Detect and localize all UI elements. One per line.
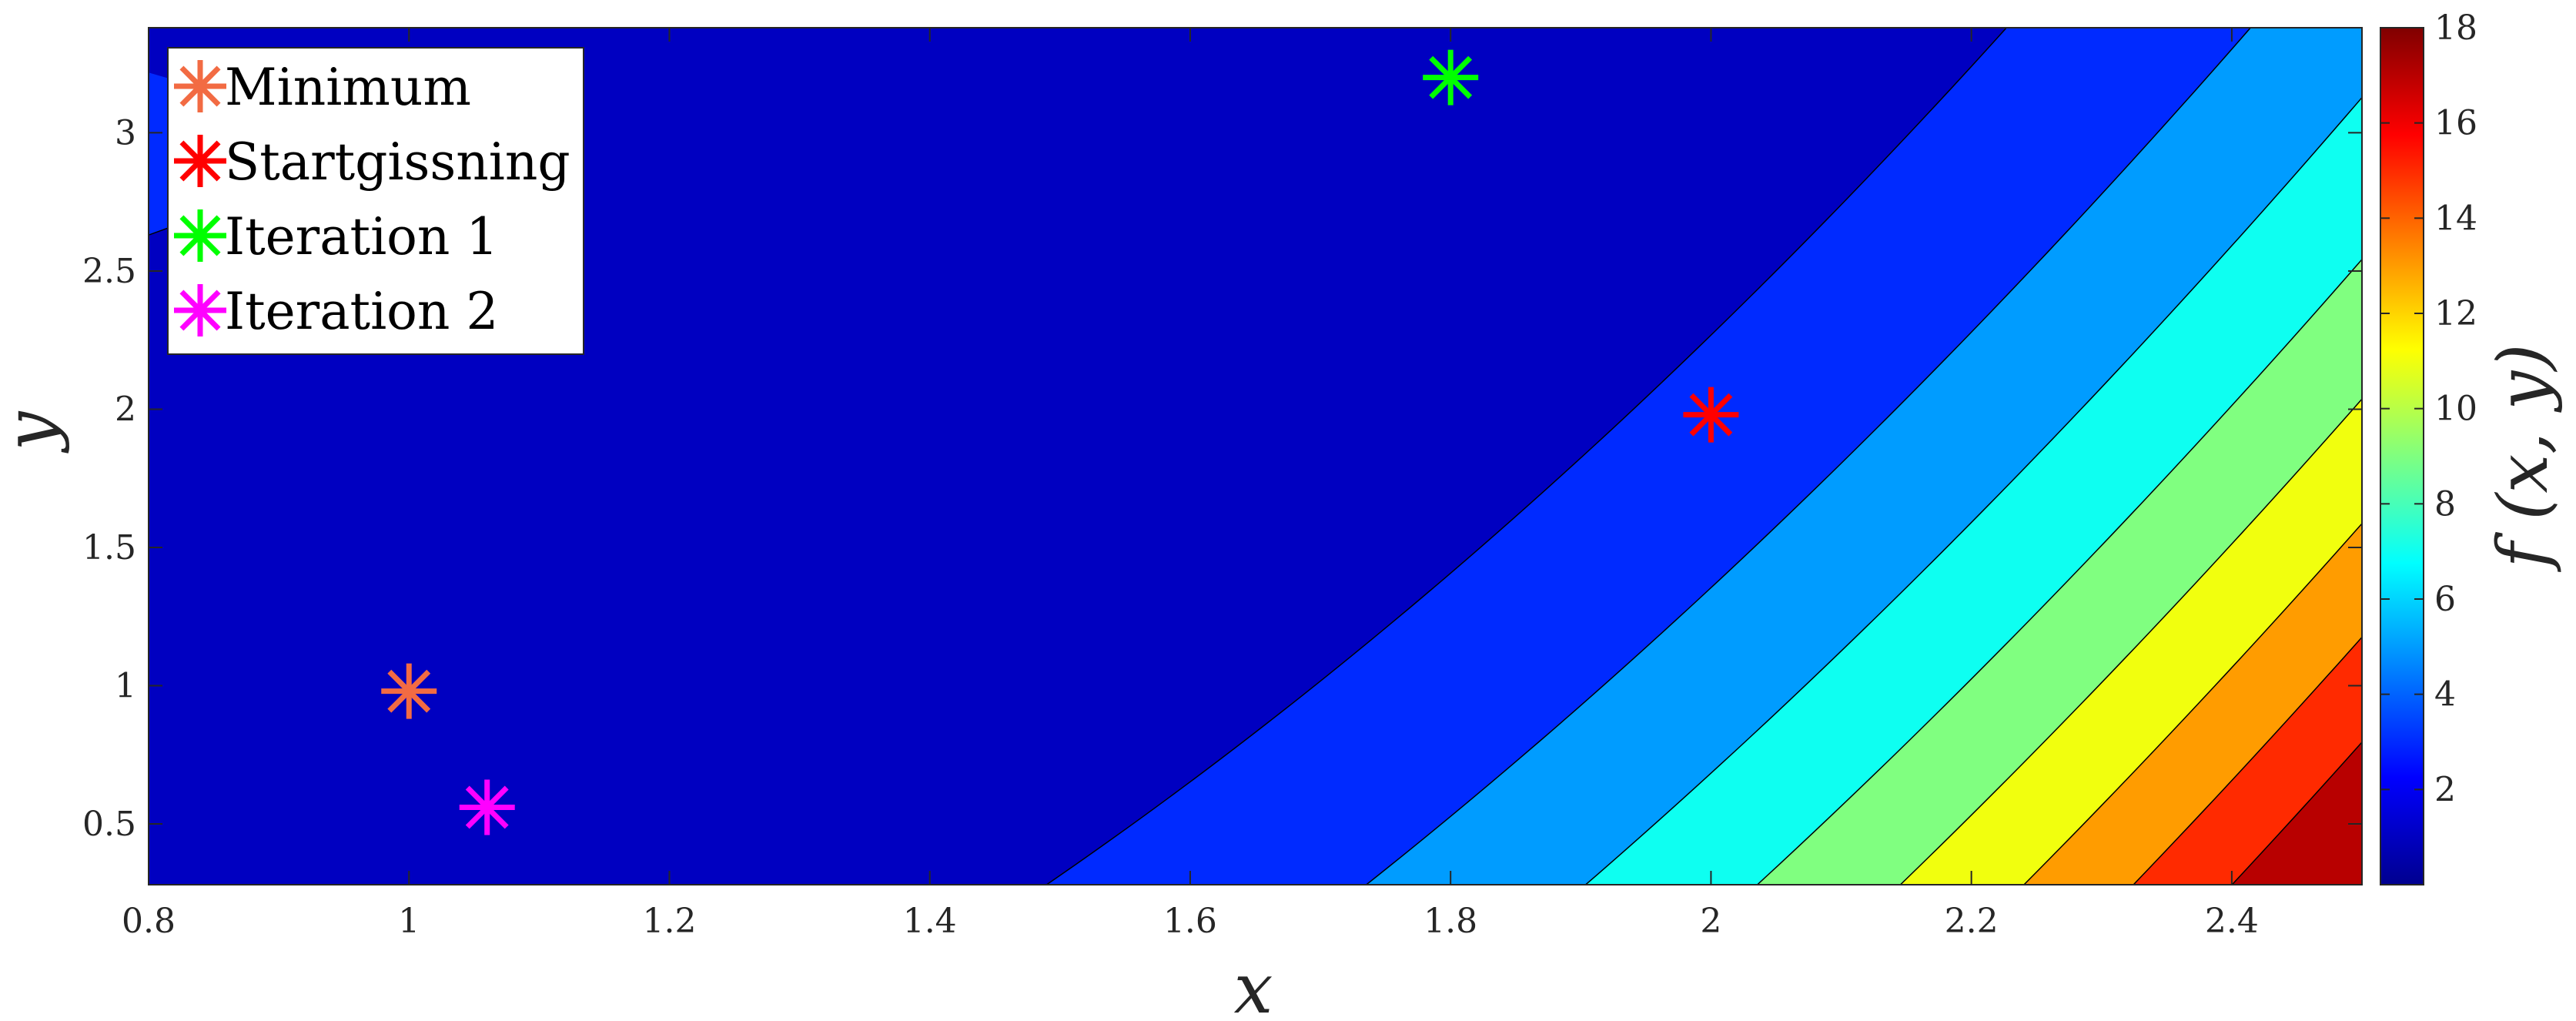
- x-tick-label: 2.2: [1945, 902, 1999, 941]
- data-point-marker: [381, 663, 437, 719]
- contour-line: [1757, 258, 2362, 885]
- contour-line: [1045, 28, 2007, 885]
- contour-line: [1585, 96, 2362, 885]
- legend-marker: [174, 209, 226, 262]
- colorbar-tick-label: 14: [2434, 199, 2477, 238]
- colorbar-tick-label: 4: [2434, 675, 2456, 715]
- y-tick-label: 3: [115, 113, 136, 152]
- x-tick-label: 2.4: [2205, 902, 2259, 941]
- legend-marker: [174, 60, 226, 112]
- x-tick-label: 1.2: [642, 902, 696, 941]
- legend-box: [167, 47, 584, 355]
- data-point-marker: [1423, 49, 1479, 105]
- colorbar-tick-label: 6: [2434, 580, 2456, 619]
- x-tick-label: 1.6: [1163, 902, 1217, 941]
- scatter-markers: [381, 49, 1739, 835]
- x-tick-label: 1.4: [903, 902, 957, 941]
- data-point-marker: [1683, 387, 1739, 443]
- plot-frame: [148, 27, 2363, 885]
- y-axis-label: y: [0, 410, 71, 454]
- y-tick-label: 2: [115, 390, 136, 429]
- legend-marker: [174, 135, 226, 187]
- x-tick-label: 1: [398, 902, 420, 941]
- colorbar-tick-label: 10: [2434, 390, 2477, 429]
- legend-label: Startgissning: [225, 132, 570, 192]
- colorbar-tick-label: 8: [2434, 484, 2456, 524]
- y-tick-label: 1: [115, 666, 136, 705]
- contour-line: [2023, 522, 2362, 885]
- legend: Minimum Startgissning Iteration 1 Iteration…: [167, 47, 584, 355]
- data-point-marker: [459, 779, 515, 835]
- colorbar-tick-label: 2: [2434, 770, 2456, 809]
- legend-marker: [174, 284, 226, 336]
- x-tick-label: 1.8: [1423, 902, 1477, 941]
- legend-label: Minimum: [225, 58, 471, 117]
- colorbar-tick-label: 18: [2434, 8, 2477, 48]
- y-tick-label: 1.5: [82, 528, 136, 567]
- colorbar-tick-label: 12: [2434, 294, 2477, 333]
- y-tick-label: 0.5: [82, 805, 136, 844]
- colorbar-tick-label: 16: [2434, 104, 2477, 143]
- contour-line: [1899, 398, 2362, 885]
- colorbar-label: f (x, y): [2483, 344, 2564, 573]
- x-axis-label: x: [1234, 949, 1273, 1021]
- legend-label: Iteration 1: [225, 207, 498, 266]
- colorbar-gradient: [2380, 27, 2424, 885]
- colorbar: 2 4 6 8 10 12 14 16 18 f (x, y): [2380, 8, 2564, 885]
- x-axis: 0.8 1 1.2 1.4 1.6 1.8 2 2.2 2.4: [122, 28, 2259, 941]
- x-tick-label: 0.8: [122, 902, 176, 941]
- contour-band: [2232, 741, 2362, 885]
- legend-label: Iteration 2: [225, 282, 498, 341]
- y-tick-label: 2.5: [82, 252, 136, 291]
- x-tick-label: 2: [1700, 902, 1721, 941]
- contour-line: [1366, 28, 2251, 885]
- contour-line: [2133, 636, 2362, 885]
- y-axis: 0.5 1 1.5 2 2.5 3: [82, 113, 2362, 844]
